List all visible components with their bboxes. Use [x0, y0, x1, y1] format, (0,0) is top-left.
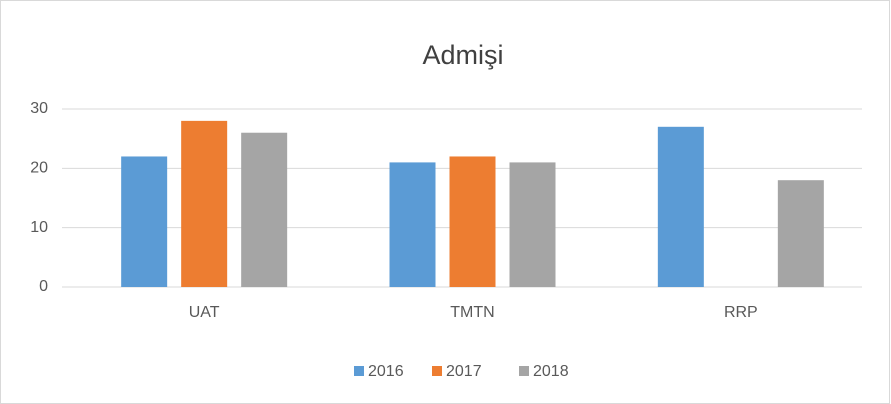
- y-tick-label: 20: [30, 160, 48, 177]
- legend-swatch: [354, 366, 364, 376]
- legend-swatch: [432, 366, 442, 376]
- legend-label: 2017: [446, 363, 482, 380]
- bar: [181, 120, 228, 287]
- bar: [449, 156, 496, 287]
- x-tick-label: RRP: [724, 304, 758, 321]
- legend-label: 2018: [533, 363, 569, 380]
- bar: [121, 156, 168, 287]
- y-tick-label: 0: [39, 278, 48, 295]
- bar: [241, 132, 288, 287]
- y-tick-label: 10: [30, 219, 48, 236]
- chart-title: Admişi: [422, 40, 503, 70]
- x-tick-label: TMTN: [450, 304, 494, 321]
- bar: [657, 126, 704, 287]
- legend-label: 2016: [368, 363, 404, 380]
- x-tick-label: UAT: [189, 304, 220, 321]
- y-tick-label: 30: [30, 100, 48, 117]
- legend-swatch: [519, 366, 529, 376]
- bar: [777, 180, 824, 287]
- bar: [389, 162, 436, 287]
- bar: [509, 162, 556, 287]
